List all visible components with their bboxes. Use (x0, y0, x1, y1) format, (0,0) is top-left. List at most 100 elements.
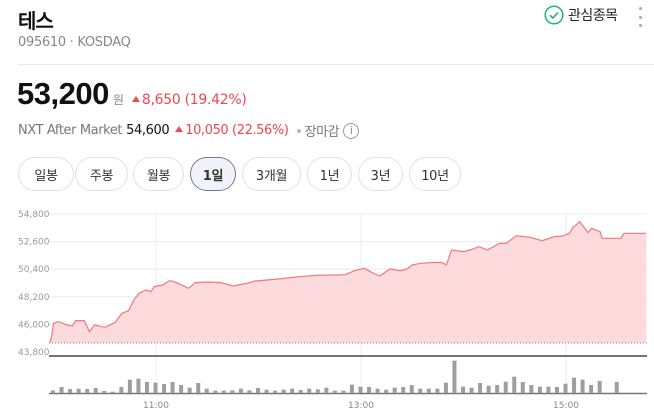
price-unit: 원 (112, 93, 124, 107)
volume-bar (597, 381, 602, 393)
volume-bar (358, 386, 363, 393)
volume-bar (221, 390, 226, 393)
period-button-주봉[interactable]: 주봉 (75, 157, 128, 191)
current-price: 53,200 (17, 76, 109, 111)
volume-bar (546, 386, 551, 393)
price-change-value: 8,650 (19.42%) (141, 92, 247, 108)
volume-bar (486, 385, 491, 393)
price-row: 53,200 원 8,650 (19.42%) (17, 76, 247, 112)
volume-bar (426, 388, 431, 393)
volume-bar (452, 360, 457, 393)
volume-bar (144, 382, 149, 393)
y-tick-label: 48,200 (18, 293, 50, 303)
x-tick-label: 11:00 (143, 401, 169, 411)
info-icon[interactable]: i (343, 122, 360, 139)
volume-bar (384, 389, 389, 393)
volume-bar (580, 379, 585, 393)
volume-bar (247, 390, 252, 393)
price-line (49, 220, 647, 343)
volume-bar (392, 387, 397, 393)
volume-bar (93, 388, 98, 393)
volume-bar (537, 386, 542, 393)
volume-bar (110, 391, 115, 393)
volume-bar (443, 382, 448, 393)
price-change: 8,650 (19.42%) (131, 92, 247, 108)
y-tick-label: 50,400 (18, 265, 50, 275)
volume-bar (273, 390, 278, 393)
period-button-일봉[interactable]: 일봉 (18, 157, 74, 191)
volume-bar (409, 385, 414, 393)
volume-bar (435, 388, 440, 393)
volume-bar (85, 389, 90, 393)
volume-bar (503, 381, 508, 393)
volume-bar (51, 390, 55, 393)
volume-bar (298, 390, 303, 393)
period-button-1일[interactable]: 1일 (190, 157, 236, 191)
volume-bar (375, 388, 380, 393)
nxt-after-market: NXT After Market 54,600 10,050 (22.56%) … (18, 121, 360, 140)
volume-bar (315, 389, 320, 393)
volume-bar (529, 385, 534, 393)
favorite-label: 관심종목 (568, 8, 618, 24)
y-tick-label: 52,600 (18, 238, 50, 248)
up-triangle-icon (131, 96, 140, 102)
volume-bar (367, 387, 372, 393)
up-triangle-icon (175, 126, 184, 132)
volume-bar (563, 383, 568, 393)
volume-bar (418, 388, 423, 393)
volume-bar (187, 387, 192, 393)
intraday-chart[interactable]: 54,800 52,600 50,400 48,200 46,000 43,800 11:0… (0, 200, 654, 419)
nxt-change: 10,050 (22.56%) (175, 123, 289, 138)
market-status: 장마감 (304, 125, 340, 140)
volume-bar (196, 383, 201, 393)
favorite-button[interactable]: 관심종목 (544, 5, 618, 25)
volume-bar (68, 389, 73, 393)
y-tick-label: 46,000 (18, 320, 50, 330)
volume-bar (324, 387, 329, 393)
volume-bar (162, 384, 167, 393)
volume-bar (153, 382, 158, 393)
check-circle-icon (544, 5, 564, 25)
volume-bar (512, 376, 517, 393)
volume-bar (136, 378, 141, 393)
volume-bar (572, 377, 577, 393)
volume-bar (461, 386, 465, 393)
volume-bar (238, 388, 243, 393)
volume-bar (469, 387, 474, 393)
volume-bar (307, 388, 312, 393)
volume-bar (520, 382, 525, 393)
period-button-1년[interactable]: 1년 (307, 157, 352, 191)
volume-bar (59, 387, 64, 393)
volume-bar (179, 385, 184, 393)
volume-bar (495, 385, 500, 393)
volume-bar (478, 383, 483, 393)
volume-bar (589, 385, 594, 393)
volume-bar (401, 387, 406, 393)
volume-bar (332, 390, 337, 393)
nxt-label: NXT After Market (18, 123, 123, 138)
period-button-3년[interactable]: 3년 (358, 157, 403, 191)
volume-bar (264, 389, 269, 393)
volume-bar (170, 382, 175, 393)
period-button-10년[interactable]: 10년 (409, 157, 461, 191)
volume-bar (614, 382, 619, 393)
nxt-change-value: 10,050 (22.56%) (185, 123, 289, 138)
volume-bar (230, 390, 235, 393)
divider (18, 64, 654, 65)
volume-bar (554, 387, 559, 393)
volume-bar (256, 388, 260, 393)
volume-bar (281, 389, 286, 393)
period-button-3개월[interactable]: 3개월 (242, 157, 301, 191)
period-button-월봉[interactable]: 월봉 (133, 157, 184, 191)
x-tick-label: 15:00 (553, 401, 579, 411)
volume-bar (341, 390, 346, 393)
price-area (50, 221, 647, 343)
nxt-price: 54,600 (126, 123, 170, 138)
kebab-menu-icon[interactable] (637, 7, 643, 27)
status-dot (296, 128, 301, 133)
stock-name: 테스 (18, 9, 54, 33)
y-tick-label: 54,800 (18, 210, 50, 220)
stock-code-market: 095610 · KOSDAQ (18, 35, 131, 50)
volume-bar (349, 384, 354, 393)
x-tick-label: 13:00 (348, 401, 374, 411)
